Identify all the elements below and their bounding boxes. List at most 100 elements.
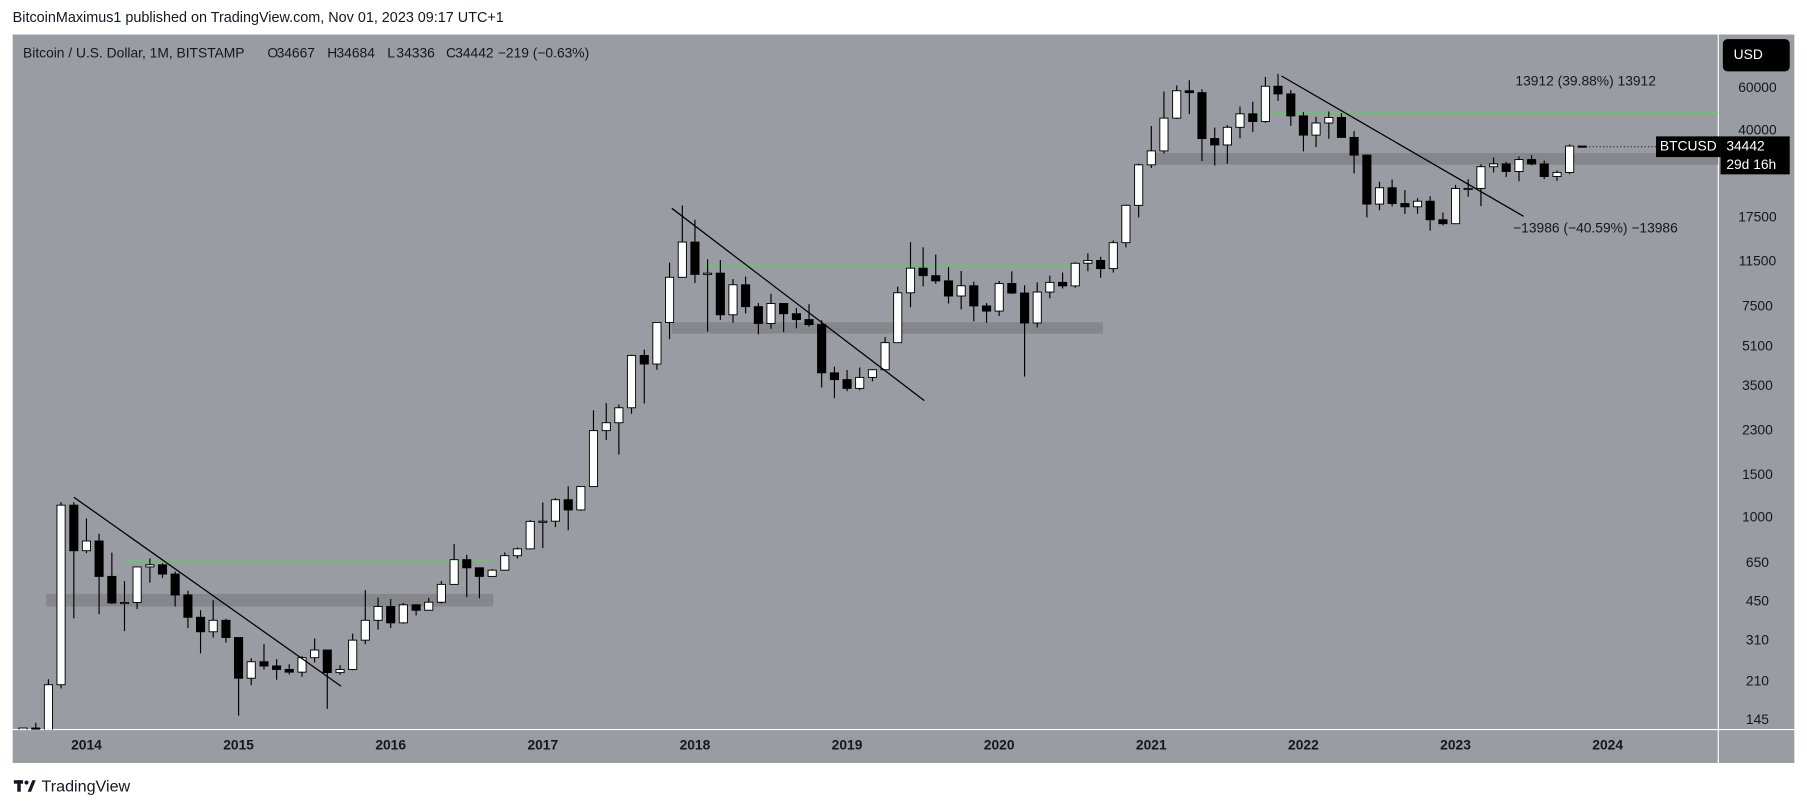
candle-body xyxy=(1121,204,1131,244)
candle-body xyxy=(664,276,675,323)
candle-body xyxy=(1070,262,1080,287)
candle-body xyxy=(1222,126,1232,146)
candle-body xyxy=(411,604,421,611)
candle-body xyxy=(1425,200,1435,221)
candle-body xyxy=(931,275,941,282)
candle-body xyxy=(741,284,751,308)
y-tick-label: 650 xyxy=(1746,554,1769,570)
footer-brand: TradingView xyxy=(41,777,130,795)
candle-body xyxy=(715,272,725,316)
candle-body xyxy=(563,499,573,511)
currency-label[interactable]: USD xyxy=(1734,46,1763,62)
candle-body xyxy=(779,303,789,315)
x-tick-label: 2014 xyxy=(71,736,102,752)
support-zone xyxy=(1155,153,1719,165)
candle-body xyxy=(1032,291,1042,324)
candle-body xyxy=(943,280,954,297)
support-zone xyxy=(46,593,494,607)
candle-body xyxy=(1096,259,1106,270)
y-tick-label: 1000 xyxy=(1742,509,1773,525)
logo-part xyxy=(27,780,36,792)
candle-body xyxy=(817,324,827,374)
y-tick-label: 210 xyxy=(1746,672,1769,688)
candle-body xyxy=(259,661,269,667)
x-tick-label: 2019 xyxy=(832,736,863,752)
x-tick-label: 2016 xyxy=(375,736,406,752)
currency-button[interactable] xyxy=(1722,39,1790,72)
ohlc-key: C xyxy=(446,45,456,61)
candle-body xyxy=(652,321,662,365)
candle-body xyxy=(94,540,104,577)
candle-body xyxy=(1146,150,1156,166)
ohlc-value: 34667 xyxy=(277,45,315,61)
candle-body xyxy=(157,564,168,575)
change-value: −219 (−0.63%) xyxy=(498,45,589,61)
candle-body xyxy=(703,272,713,275)
candle-body xyxy=(893,292,903,344)
candle-body xyxy=(386,606,396,624)
candle-body xyxy=(398,604,408,624)
y-tick-label: 3500 xyxy=(1742,377,1773,393)
ohlc-value: 34336 xyxy=(396,45,435,61)
candle-body xyxy=(1184,90,1194,94)
candle-body xyxy=(1489,163,1499,168)
candle-body xyxy=(234,637,244,679)
candle-body xyxy=(1286,93,1296,117)
candle-body xyxy=(272,665,282,670)
candle-body xyxy=(1260,85,1270,122)
support-zone xyxy=(671,322,1103,334)
candle-body xyxy=(1336,117,1347,138)
bar-countdown: 29d 16h xyxy=(1726,156,1776,172)
candle-body xyxy=(170,573,180,596)
candle-body xyxy=(487,569,497,577)
candle-body xyxy=(462,559,472,569)
symbol-title: Bitcoin / U.S. Dollar, 1M, BITSTAMP xyxy=(23,45,244,61)
x-tick-label: 2020 xyxy=(984,736,1015,752)
candle-body xyxy=(525,520,535,550)
candle-body xyxy=(1298,115,1308,136)
candle-body xyxy=(1311,122,1321,136)
y-tick-label: 450 xyxy=(1746,592,1769,608)
ohlc-value: 34442 xyxy=(455,45,493,61)
candle-body xyxy=(1020,292,1030,324)
x-tick-label: 2021 xyxy=(1136,736,1167,752)
candle-body xyxy=(842,379,852,389)
candle-body xyxy=(145,564,155,568)
candle-body xyxy=(982,305,992,312)
y-tick-label: 40000 xyxy=(1738,122,1777,138)
candle-body xyxy=(18,727,28,730)
price-label-box xyxy=(1720,136,1790,175)
candle-body xyxy=(424,601,434,611)
candle-body xyxy=(880,342,890,371)
candle-body xyxy=(1273,85,1283,95)
candle-body xyxy=(994,283,1004,312)
symbol-label-box xyxy=(1656,136,1721,158)
y-tick-label: 7500 xyxy=(1742,297,1773,313)
candle-body xyxy=(183,594,193,618)
candle-body xyxy=(1248,113,1258,122)
footer-logo xyxy=(13,780,36,792)
candle-body xyxy=(1108,242,1118,270)
candle-body xyxy=(335,668,345,674)
candle-body xyxy=(1159,117,1169,152)
y-tick-label: 310 xyxy=(1746,631,1769,647)
candle-body xyxy=(1374,187,1385,205)
candle-body xyxy=(588,430,599,488)
ohlc-key: O xyxy=(267,45,278,61)
candle-body xyxy=(956,285,966,297)
candle-body xyxy=(626,354,637,409)
candle-body xyxy=(1565,145,1575,173)
ohlc-key: H xyxy=(327,45,337,61)
measure-annotation: 13912 (39.88%) 13912 xyxy=(1515,72,1655,88)
candle-body xyxy=(56,504,66,686)
candle-body xyxy=(436,583,446,603)
candle-body xyxy=(550,499,560,522)
candle-body xyxy=(1463,187,1473,191)
candle-body xyxy=(1134,164,1144,206)
candle-body xyxy=(677,241,687,278)
candle-body xyxy=(804,319,814,326)
candle-body xyxy=(576,486,586,511)
candle-body xyxy=(601,422,611,432)
candle-body xyxy=(297,657,307,673)
